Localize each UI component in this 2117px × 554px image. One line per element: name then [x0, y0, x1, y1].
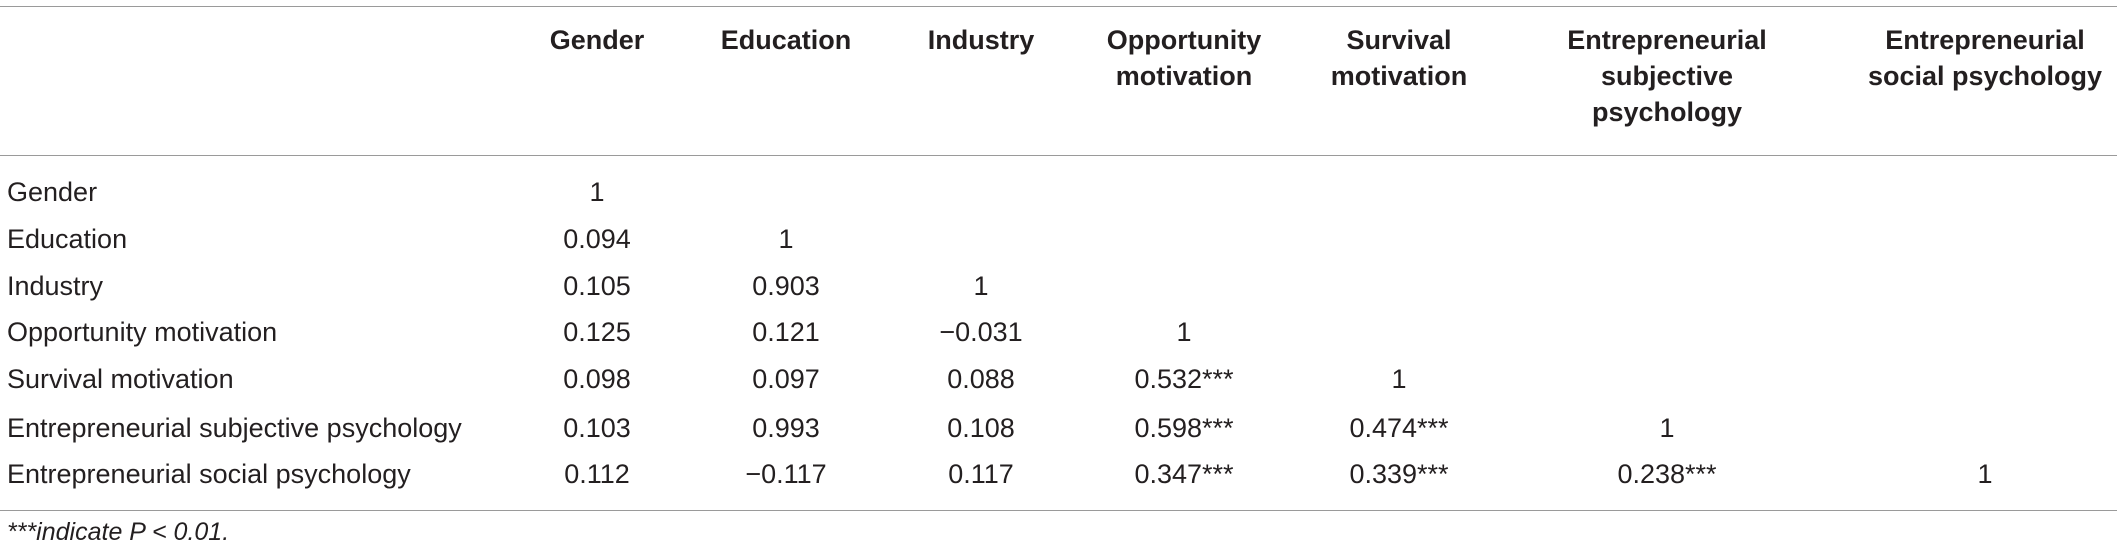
table-cell: 0.105: [563, 271, 631, 301]
table-cell: 0.103: [563, 413, 631, 443]
table-cell: 0.121: [752, 317, 820, 347]
table-cell: 0.474***: [1349, 413, 1449, 443]
row-label: Survival motivation: [7, 364, 234, 394]
table-cell: 1: [1176, 317, 1192, 347]
top-rule: [0, 6, 2117, 7]
row-label: Entrepreneurial social psychology: [7, 459, 411, 489]
table-cell: 0.088: [947, 364, 1015, 394]
row-label: Entrepreneurial subjective psychology: [7, 413, 462, 443]
table-cell: 1: [973, 271, 989, 301]
table-cell: 0.117: [948, 459, 1014, 489]
row-label: Gender: [7, 177, 98, 207]
table-cell: 1: [589, 177, 605, 207]
table-cell: 0.098: [563, 364, 631, 394]
table-cell: 0.993: [752, 413, 820, 443]
table-cell: 0.125: [563, 317, 631, 347]
column-header: Education: [720, 25, 852, 55]
footnote: ***indicate P < 0.01.: [7, 518, 230, 546]
table-cell: 0.532***: [1134, 364, 1234, 394]
table-cell: 1: [1391, 364, 1407, 394]
table-cell: 0.347***: [1134, 459, 1234, 489]
column-header: Gender: [549, 25, 645, 55]
column-header: Entrepreneurial social psychology: [1867, 25, 2103, 91]
table-cell: 0.094: [563, 224, 631, 254]
column-header: Entrepreneurial subjective psychology: [1567, 25, 1767, 127]
bottom-rule: [0, 510, 2117, 511]
table-cell: 0.339***: [1349, 459, 1449, 489]
table-cell: −0.031: [939, 317, 1023, 347]
table-cell: −0.117: [745, 459, 827, 489]
table-cell: 1: [1659, 413, 1675, 443]
table-cell: 0.097: [752, 364, 820, 394]
table-cell: 0.903: [752, 271, 820, 301]
row-label: Opportunity motivation: [7, 317, 278, 347]
table-cell: 0.598***: [1134, 413, 1234, 443]
column-header: Opportunity motivation: [1106, 25, 1262, 91]
table-cell: 1: [1977, 459, 1993, 489]
table-cell: 0.238***: [1617, 459, 1717, 489]
column-header: Industry: [927, 25, 1035, 55]
table-cell: 1: [778, 224, 794, 254]
column-header: Survival motivation: [1330, 25, 1468, 91]
table-cell: 0.108: [947, 413, 1015, 443]
row-label: Education: [7, 224, 128, 254]
row-label: Industry: [7, 271, 104, 301]
table-cell: 0.112: [564, 459, 630, 489]
header-rule: [0, 155, 2117, 156]
